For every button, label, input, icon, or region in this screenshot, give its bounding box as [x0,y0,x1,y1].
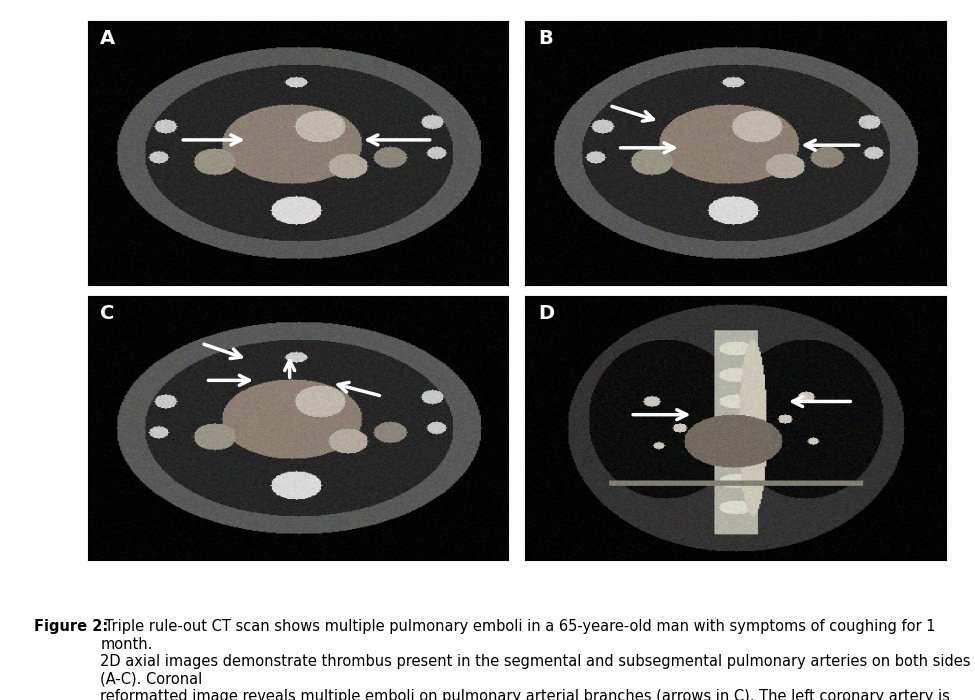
Text: C: C [100,304,115,323]
Text: B: B [538,29,553,48]
Text: A: A [100,29,115,48]
Text: Triple rule-out CT scan shows multiple pulmonary emboli in a 65-yeare-old man wi: Triple rule-out CT scan shows multiple p… [100,620,972,700]
Text: D: D [538,304,554,323]
Text: Figure 2:: Figure 2: [34,620,108,634]
